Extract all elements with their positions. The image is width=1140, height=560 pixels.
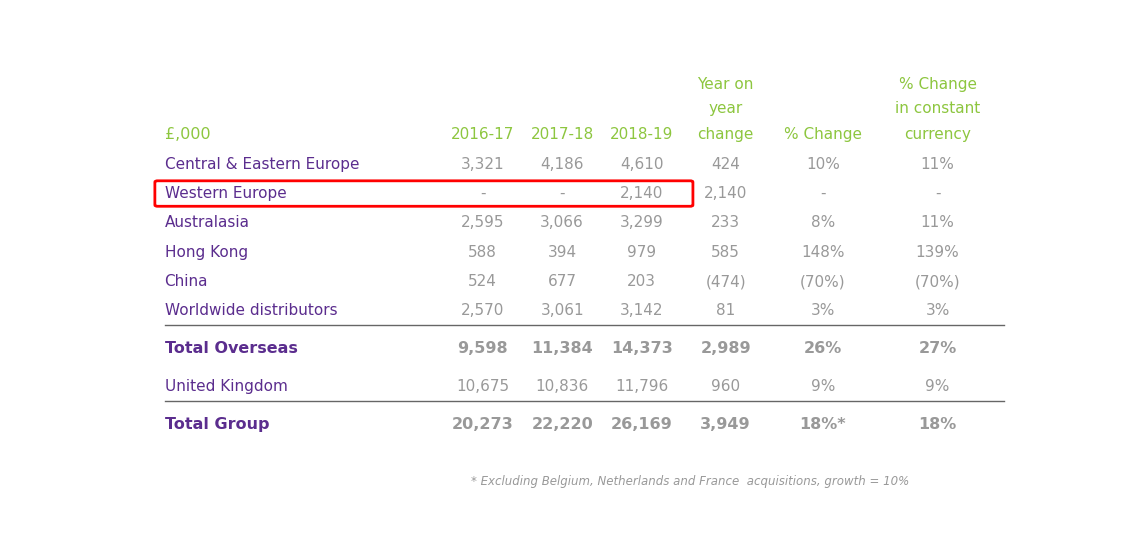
- Text: 11%: 11%: [921, 216, 954, 230]
- Text: 3,066: 3,066: [540, 216, 584, 230]
- Text: 27%: 27%: [919, 341, 956, 356]
- Text: 26%: 26%: [804, 341, 842, 356]
- Text: 18%*: 18%*: [799, 417, 846, 432]
- Text: China: China: [164, 274, 209, 289]
- Text: 4,610: 4,610: [620, 157, 663, 172]
- Text: 233: 233: [711, 216, 740, 230]
- Text: United Kingdom: United Kingdom: [164, 379, 287, 394]
- Text: 588: 588: [469, 245, 497, 260]
- Text: 11%: 11%: [921, 157, 954, 172]
- Text: Western Europe: Western Europe: [164, 186, 286, 201]
- Text: 20,273: 20,273: [451, 417, 513, 432]
- Text: 9%: 9%: [811, 379, 834, 394]
- Text: 2018-19: 2018-19: [610, 127, 674, 142]
- Text: 11,384: 11,384: [531, 341, 593, 356]
- Text: 960: 960: [711, 379, 740, 394]
- Text: 203: 203: [627, 274, 657, 289]
- Text: 2017-18: 2017-18: [530, 127, 594, 142]
- Text: Australasia: Australasia: [164, 216, 250, 230]
- Text: Total Group: Total Group: [164, 417, 269, 432]
- Text: 677: 677: [547, 274, 577, 289]
- Text: -: -: [935, 186, 940, 201]
- Text: Hong Kong: Hong Kong: [164, 245, 247, 260]
- Text: 3%: 3%: [926, 304, 950, 318]
- Text: 424: 424: [711, 157, 740, 172]
- Text: * Excluding Belgium, Netherlands and France  acquisitions, growth = 10%: * Excluding Belgium, Netherlands and Fra…: [471, 475, 910, 488]
- Text: Worldwide distributors: Worldwide distributors: [164, 304, 337, 318]
- Text: % Change: % Change: [898, 77, 977, 92]
- Text: in constant: in constant: [895, 101, 980, 116]
- Text: 81: 81: [716, 304, 735, 318]
- Text: 979: 979: [627, 245, 657, 260]
- Text: year: year: [708, 101, 743, 116]
- Text: currency: currency: [904, 127, 971, 142]
- Text: % Change: % Change: [784, 127, 862, 142]
- Text: 10%: 10%: [806, 157, 840, 172]
- Text: 3,321: 3,321: [461, 157, 505, 172]
- Text: (474): (474): [706, 274, 746, 289]
- Text: -: -: [560, 186, 565, 201]
- Text: 10,836: 10,836: [536, 379, 588, 394]
- Text: change: change: [698, 127, 754, 142]
- Text: 2,140: 2,140: [703, 186, 748, 201]
- Text: Year on: Year on: [698, 77, 754, 92]
- Text: 3,061: 3,061: [540, 304, 584, 318]
- Text: 524: 524: [469, 274, 497, 289]
- Text: 22,220: 22,220: [531, 417, 593, 432]
- Text: 9,598: 9,598: [457, 341, 508, 356]
- Text: 8%: 8%: [811, 216, 834, 230]
- Text: 2,989: 2,989: [700, 341, 751, 356]
- Text: 11,796: 11,796: [616, 379, 668, 394]
- Text: 3%: 3%: [811, 304, 834, 318]
- Text: 394: 394: [547, 245, 577, 260]
- Text: (70%): (70%): [800, 274, 846, 289]
- Text: Total Overseas: Total Overseas: [164, 341, 298, 356]
- Text: -: -: [820, 186, 825, 201]
- Text: 3,949: 3,949: [700, 417, 751, 432]
- Text: (70%): (70%): [914, 274, 961, 289]
- Text: 26,169: 26,169: [611, 417, 673, 432]
- Text: 148%: 148%: [801, 245, 845, 260]
- Text: 139%: 139%: [915, 245, 960, 260]
- Text: -: -: [480, 186, 486, 201]
- Text: 3,299: 3,299: [620, 216, 663, 230]
- Text: 3,142: 3,142: [620, 304, 663, 318]
- Text: 585: 585: [711, 245, 740, 260]
- Text: 2,140: 2,140: [620, 186, 663, 201]
- Text: £,000: £,000: [164, 127, 210, 142]
- Text: 18%: 18%: [919, 417, 956, 432]
- Text: 10,675: 10,675: [456, 379, 510, 394]
- Text: 2,595: 2,595: [461, 216, 504, 230]
- Text: 2016-17: 2016-17: [451, 127, 514, 142]
- Text: 4,186: 4,186: [540, 157, 584, 172]
- Text: 9%: 9%: [926, 379, 950, 394]
- Text: Central & Eastern Europe: Central & Eastern Europe: [164, 157, 359, 172]
- Text: 2,570: 2,570: [461, 304, 504, 318]
- Text: 14,373: 14,373: [611, 341, 673, 356]
